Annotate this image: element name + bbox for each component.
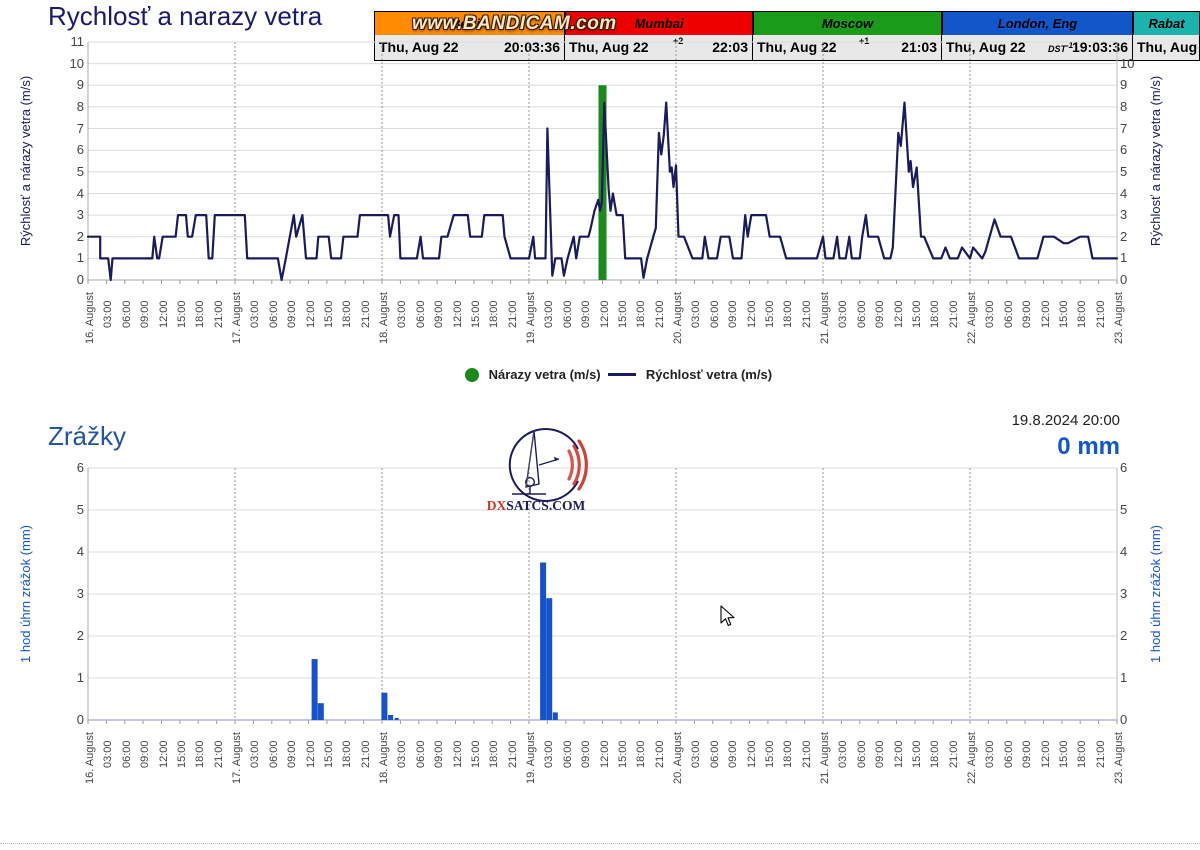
svg-text:DXSATCS.COM: DXSATCS.COM xyxy=(487,498,586,513)
